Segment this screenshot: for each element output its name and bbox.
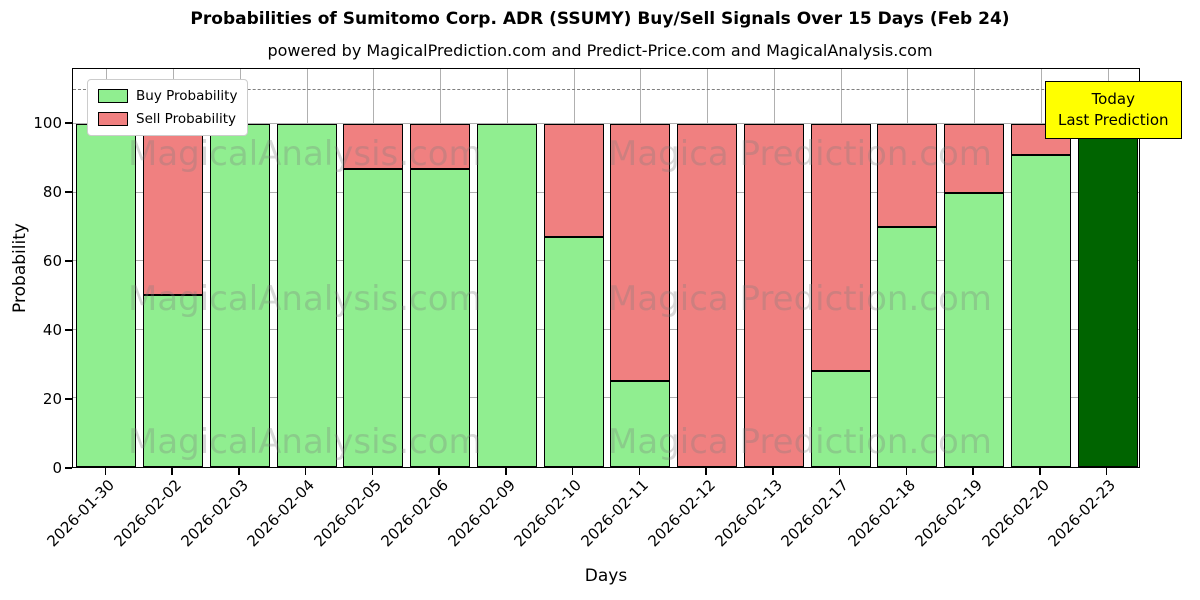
x-tick-label: 2026-02-06 [377,476,452,551]
x-tick-mark [104,468,107,475]
x-tick-label: 2026-02-13 [711,476,786,551]
x-tick-label: 2026-02-12 [644,476,719,551]
x-tick-label: 2026-02-17 [777,476,853,551]
x-tick-mark [705,468,707,475]
x-axis-label: Days [584,566,628,586]
bar-buy-segment [810,370,871,467]
x-tick-mark [638,468,641,475]
y-gridline [73,191,1139,193]
x-tick-mark [371,468,374,475]
y-tick-label: 60 [42,252,62,271]
bar-sell-segment [143,123,204,296]
bar-sell-segment [610,123,671,382]
bar-buy-segment [476,123,537,467]
bar-buy-segment [143,295,204,467]
x-tick-label: 2026-02-18 [844,476,920,551]
x-tick-label: 2026-02-19 [911,476,986,551]
bar-sell-segment [410,123,471,169]
sell-swatch [98,112,128,126]
x-tick-label: 2026-01-30 [43,476,119,551]
y-gridline [73,328,1139,330]
bar-buy-segment [944,192,1005,467]
x-tick-mark [571,468,574,475]
x-tick-mark [238,468,240,475]
y-gridline [73,122,1139,124]
bar-buy-segment [76,123,137,467]
bar-sell-segment [743,123,804,467]
threshold-dashed-line [73,88,1139,90]
y-tick-mark [65,191,72,193]
x-tick-mark [772,468,774,475]
x-tick-label: 2026-02-05 [310,476,386,551]
today-annotation: Today Last Prediction [1045,81,1182,139]
chart-title: Probabilities of Sumitomo Corp. ADR (SSU… [190,9,1010,29]
x-tick-mark [838,468,841,475]
x-tick-label: 2026-02-20 [978,476,1053,551]
y-gridline [73,260,1139,262]
x-tick-mark [1105,468,1108,475]
y-gridline [73,397,1139,399]
bar-buy-segment [877,226,938,467]
legend-buy-label: Buy Probability [136,88,238,104]
today-annotation-line2: Last Prediction [1058,111,1169,129]
x-tick-mark [171,468,173,475]
bar-sell-segment [543,123,604,238]
x-tick-mark [972,468,974,475]
bar-buy-segment [209,123,270,467]
legend: Buy Probability Sell Probability [87,79,249,136]
bar-buy-segment [610,381,671,467]
x-tick-label: 2026-02-04 [243,476,319,551]
bar-buy-segment [1010,154,1071,467]
bar-sell-segment [343,123,404,169]
x-tick-label: 2026-02-23 [1044,476,1120,551]
bar-sell-segment [810,123,871,371]
bar-buy-segment [543,237,604,467]
y-tick-mark [65,329,72,331]
x-tick-label: 2026-02-09 [444,476,519,551]
x-tick-label: 2026-02-02 [110,476,185,551]
bar-buy-segment [410,168,471,467]
y-tick-label: 100 [33,114,62,133]
buy-swatch [98,89,128,103]
bar-sell-segment [677,123,738,467]
legend-item-sell: Sell Probability [98,111,237,127]
bar-sell-segment [944,123,1005,193]
legend-sell-label: Sell Probability [136,111,237,127]
x-tick-mark [905,468,908,475]
x-tick-label: 2026-02-11 [577,476,653,551]
bar-sell-segment [877,123,938,227]
y-tick-label: 40 [42,321,62,340]
x-tick-mark [304,468,307,475]
x-tick-mark [505,468,507,475]
chart-subtitle: powered by MagicalPrediction.com and Pre… [267,41,933,60]
legend-item-buy: Buy Probability [98,88,237,104]
y-tick-mark [65,467,72,469]
bar-buy-segment [1077,123,1138,467]
bar-buy-segment [276,123,337,467]
x-tick-mark [1039,468,1041,475]
today-annotation-line1: Today [1091,90,1135,108]
y-tick-mark [65,260,72,262]
y-tick-mark [65,122,72,124]
plot-area: Buy Probability Sell Probability Today L… [72,68,1182,468]
x-tick-label: 2026-02-10 [510,476,586,551]
bar-buy-segment [343,168,404,467]
x-tick-label: 2026-02-03 [177,476,252,551]
y-tick-label: 80 [42,183,62,202]
y-tick-label: 20 [42,390,62,409]
x-tick-mark [438,468,440,475]
y-tick-label: 0 [52,459,62,477]
y-tick-mark [65,398,72,400]
